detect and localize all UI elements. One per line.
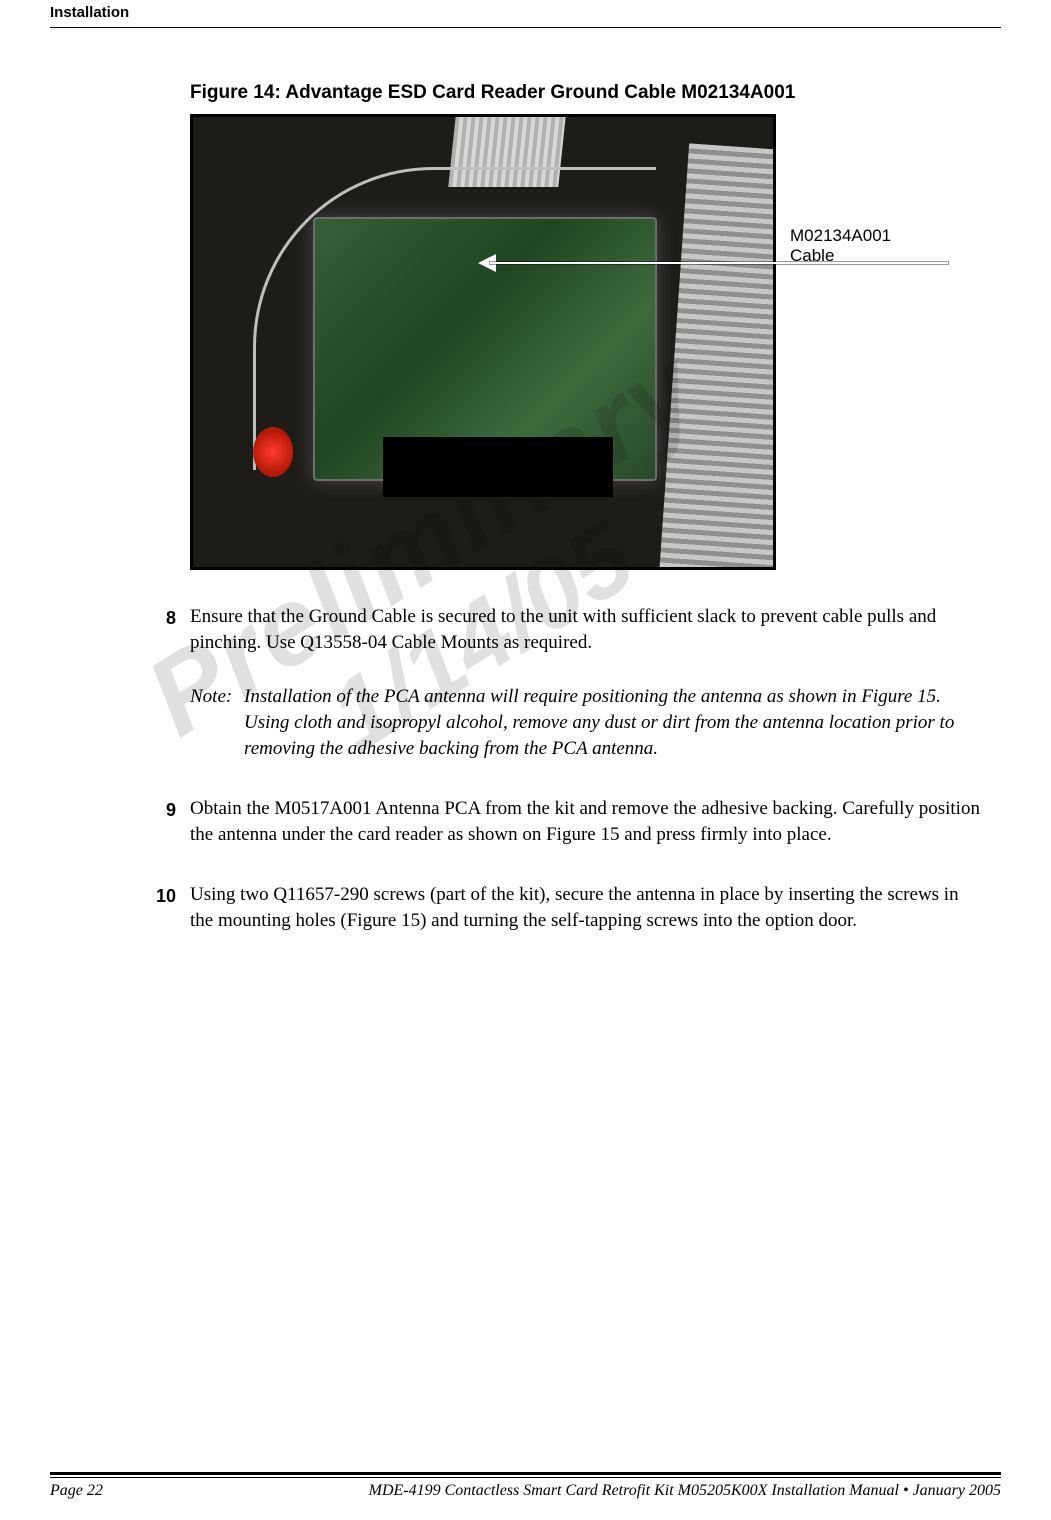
figure-caption: Figure 14: Advantage ESD Card Reader Gro… [190,82,1001,104]
step-number: 8 [140,604,190,762]
note-label: Note: [190,684,244,762]
figure-photo [190,114,776,570]
steps-block: 8 Ensure that the Ground Cable is secure… [140,604,981,934]
step-10: 10 Using two Q11657-290 screws (part of … [140,882,981,934]
step-number: 10 [140,882,190,934]
callout-label-line2: Cable [790,246,834,265]
running-header: Installation [50,0,1001,27]
step-9: 9 Obtain the M0517A001 Antenna PCA from … [140,796,981,848]
footer-rule-thin [50,1477,1001,1478]
step-8: 8 Ensure that the Ground Cable is secure… [140,604,981,762]
callout-label-line1: M02134A001 [790,226,891,245]
callout-label: M02134A001 Cable [790,226,891,266]
step-number: 9 [140,796,190,848]
footer-rule-thick [50,1472,1001,1475]
page-footer: Page 22 MDE-4199 Contactless Smart Card … [50,1472,1001,1500]
redaction-bar [383,437,613,497]
step-body: Ensure that the Ground Cable is secured … [190,604,981,762]
note-block: Note: Installation of the PCA antenna wi… [190,684,981,762]
figure-wrap: M02134A001 Cable [190,114,950,570]
red-terminal [253,427,293,477]
ribbon-cable-right [657,143,776,570]
step-text: Using two Q11657-290 screws (part of the… [190,882,981,934]
page-number: Page 22 [50,1482,103,1500]
step-text: Obtain the M0517A001 Antenna PCA from th… [190,796,981,848]
step-text: Ensure that the Ground Cable is secured … [190,606,936,653]
note-text: Installation of the PCA antenna will req… [244,684,981,762]
doc-id-line: MDE-4199 Contactless Smart Card Retrofit… [369,1482,1001,1500]
header-rule [50,27,1001,28]
